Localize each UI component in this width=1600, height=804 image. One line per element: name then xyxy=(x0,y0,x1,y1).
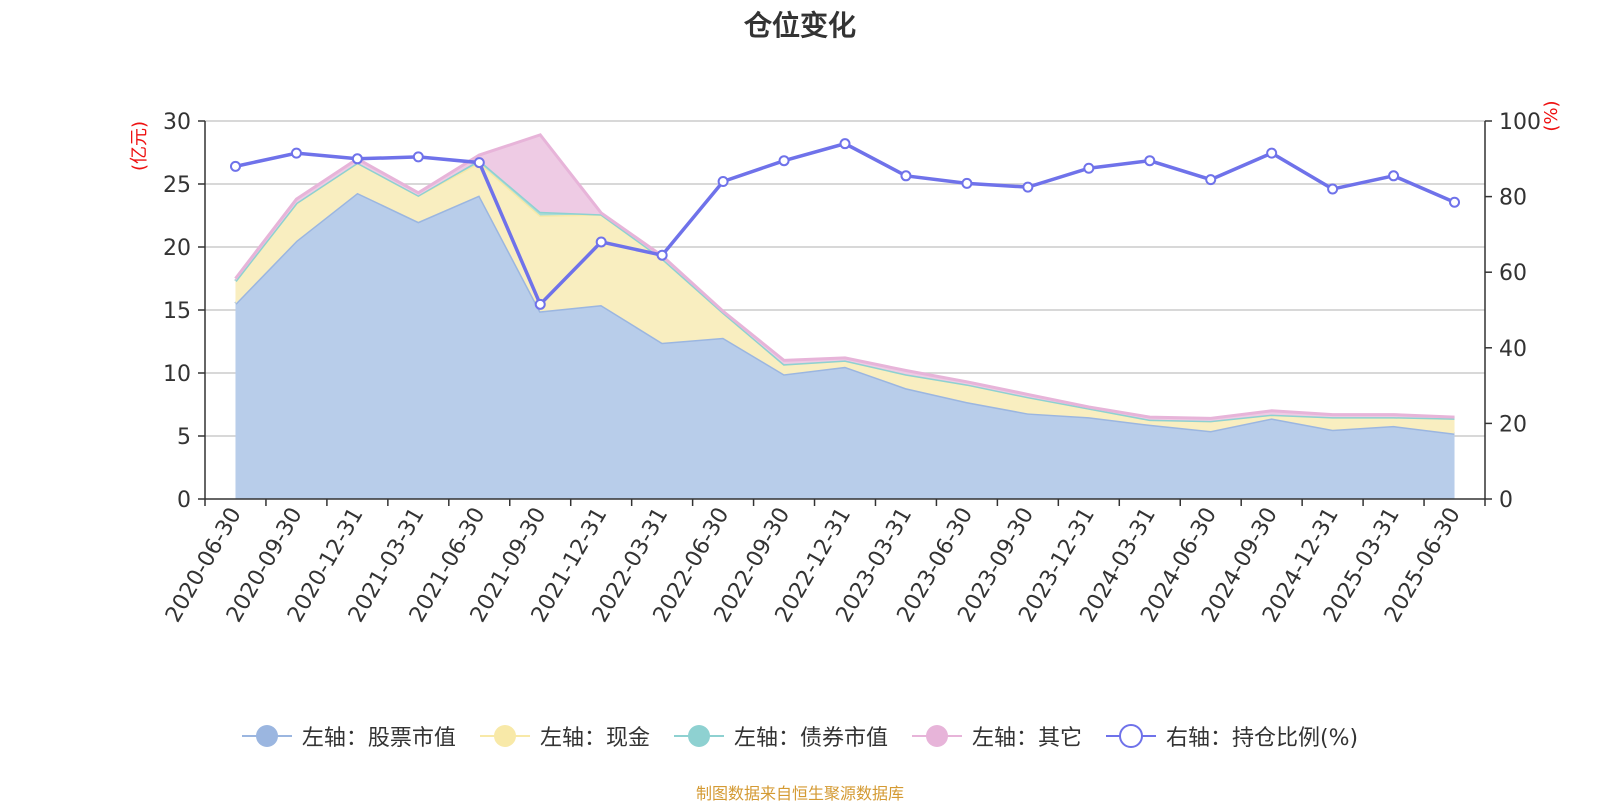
ratio-point-2 xyxy=(351,153,363,165)
legend-marker-icon xyxy=(1105,724,1156,748)
legend-label: 左轴：其它 xyxy=(971,726,1082,751)
ratio-point-9 xyxy=(778,155,790,167)
left-tick-label-6: 30 xyxy=(163,110,191,135)
ratio-point-17 xyxy=(1266,147,1278,159)
right-axis-unit: (%) xyxy=(1541,100,1562,131)
ratio-point-14 xyxy=(1083,162,1095,174)
legend-label: 右轴：持仓比例(%) xyxy=(1165,726,1359,751)
legend-label: 左轴：债券市值 xyxy=(733,726,888,751)
source-note: 制图数据来自恒生聚源数据库 xyxy=(695,784,904,803)
legend-item-4[interactable]: 右轴：持仓比例(%) xyxy=(1105,720,1359,752)
legend-marker-icon xyxy=(911,725,962,747)
area-series-3 xyxy=(235,134,1455,421)
left-tick-label-2: 10 xyxy=(163,362,191,387)
ratio-point-5 xyxy=(534,298,546,310)
left-tick-label-3: 15 xyxy=(163,299,191,324)
area-series-1 xyxy=(235,162,1455,434)
legend-marker-icon xyxy=(241,725,292,747)
ratio-point-1 xyxy=(290,147,302,159)
right-tick-label-2: 40 xyxy=(1499,337,1527,362)
ratio-point-6 xyxy=(595,236,607,248)
legend-item-2[interactable]: 左轴：债券市值 xyxy=(673,720,888,752)
ratio-point-12 xyxy=(961,177,973,189)
legend-marker-icon xyxy=(479,725,530,747)
legend-item-3[interactable]: 左轴：其它 xyxy=(911,720,1082,752)
ratio-point-7 xyxy=(656,249,668,261)
ratio-point-13 xyxy=(1022,181,1034,193)
legend-item-1[interactable]: 左轴：现金 xyxy=(479,720,650,752)
area-series-0 xyxy=(235,192,1455,499)
ratio-point-16 xyxy=(1205,174,1217,186)
left-tick-label-1: 5 xyxy=(177,425,191,450)
ratio-point-20 xyxy=(1449,196,1461,208)
left-tick-label-0: 0 xyxy=(177,488,191,513)
right-tick-label-0: 0 xyxy=(1499,488,1513,513)
stacked-areas xyxy=(234,133,1455,499)
legend-marker-icon xyxy=(673,725,724,747)
ratio-point-15 xyxy=(1144,155,1156,167)
left-tick-label-5: 25 xyxy=(163,173,191,198)
ratio-point-18 xyxy=(1327,183,1339,195)
ratio-point-11 xyxy=(900,170,912,182)
ratio-point-3 xyxy=(412,151,424,163)
legend-label: 左轴：现金 xyxy=(539,726,650,751)
right-tick-label-4: 80 xyxy=(1499,186,1527,211)
area-edge-series-3 xyxy=(234,133,1455,420)
ratio-point-4 xyxy=(473,157,485,169)
left-axis-unit: (亿元) xyxy=(129,121,150,171)
chart-title: 仓位变化 xyxy=(743,9,856,42)
right-tick-label-5: 100 xyxy=(1499,110,1541,135)
right-tick-label-3: 60 xyxy=(1499,261,1527,286)
ratio-point-8 xyxy=(717,175,729,187)
axes xyxy=(198,120,1492,506)
legend-label: 左轴：股票市值 xyxy=(301,726,456,751)
right-tick-label-1: 20 xyxy=(1499,412,1527,437)
ratio-point-19 xyxy=(1388,170,1400,182)
ratio-point-0 xyxy=(229,160,241,172)
legend-item-0[interactable]: 左轴：股票市值 xyxy=(241,720,456,752)
legend: 左轴：股票市值 左轴：现金 左轴：债券市值 左轴：其它 右轴：持仓比例(%) xyxy=(0,720,1600,752)
ratio-point-10 xyxy=(839,138,851,150)
ratio-line xyxy=(229,138,1461,310)
left-tick-label-4: 20 xyxy=(163,236,191,261)
